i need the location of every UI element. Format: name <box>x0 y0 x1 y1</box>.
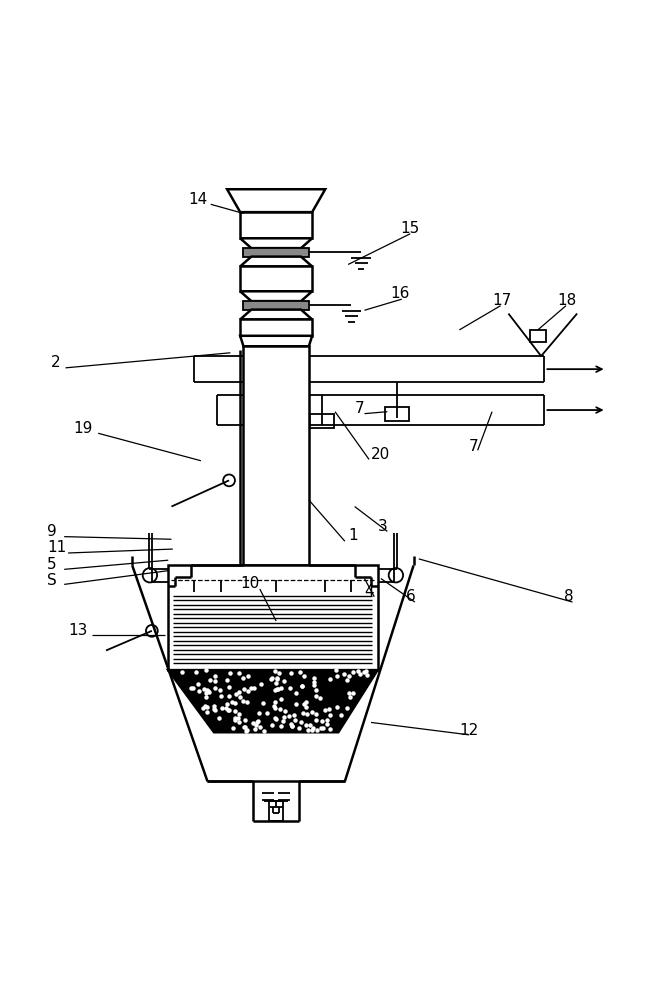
Text: 14: 14 <box>188 192 207 207</box>
Text: 5: 5 <box>47 557 57 572</box>
Text: 17: 17 <box>492 293 511 308</box>
Polygon shape <box>240 310 312 319</box>
Polygon shape <box>168 670 378 732</box>
Text: 7: 7 <box>355 401 364 416</box>
Text: 12: 12 <box>459 723 478 738</box>
Text: 16: 16 <box>391 286 410 301</box>
Text: 10: 10 <box>240 576 260 591</box>
Bar <box>240 319 312 336</box>
Text: 15: 15 <box>401 221 420 236</box>
Text: 18: 18 <box>558 293 577 308</box>
Text: 11: 11 <box>47 540 66 555</box>
Bar <box>244 346 309 565</box>
Text: 19: 19 <box>74 421 93 436</box>
Bar <box>530 330 547 342</box>
Text: 7: 7 <box>469 439 479 454</box>
Bar <box>168 565 378 670</box>
Text: S: S <box>47 573 57 588</box>
Bar <box>244 248 309 257</box>
Text: 1: 1 <box>348 528 358 543</box>
Bar <box>244 301 309 310</box>
Text: 8: 8 <box>564 589 574 604</box>
Polygon shape <box>227 189 325 212</box>
Polygon shape <box>240 336 312 346</box>
Text: 2: 2 <box>51 355 60 370</box>
Bar <box>386 407 409 421</box>
Text: 13: 13 <box>69 623 88 638</box>
Text: 4: 4 <box>365 584 374 599</box>
Text: 6: 6 <box>406 589 415 604</box>
Text: 3: 3 <box>378 519 388 534</box>
Polygon shape <box>240 291 312 301</box>
Text: 20: 20 <box>371 447 390 462</box>
Bar <box>240 212 312 238</box>
Polygon shape <box>240 257 312 266</box>
Bar <box>269 801 283 821</box>
Polygon shape <box>240 238 312 248</box>
Text: 9: 9 <box>47 524 57 539</box>
Bar <box>310 414 334 428</box>
Bar <box>240 266 312 291</box>
